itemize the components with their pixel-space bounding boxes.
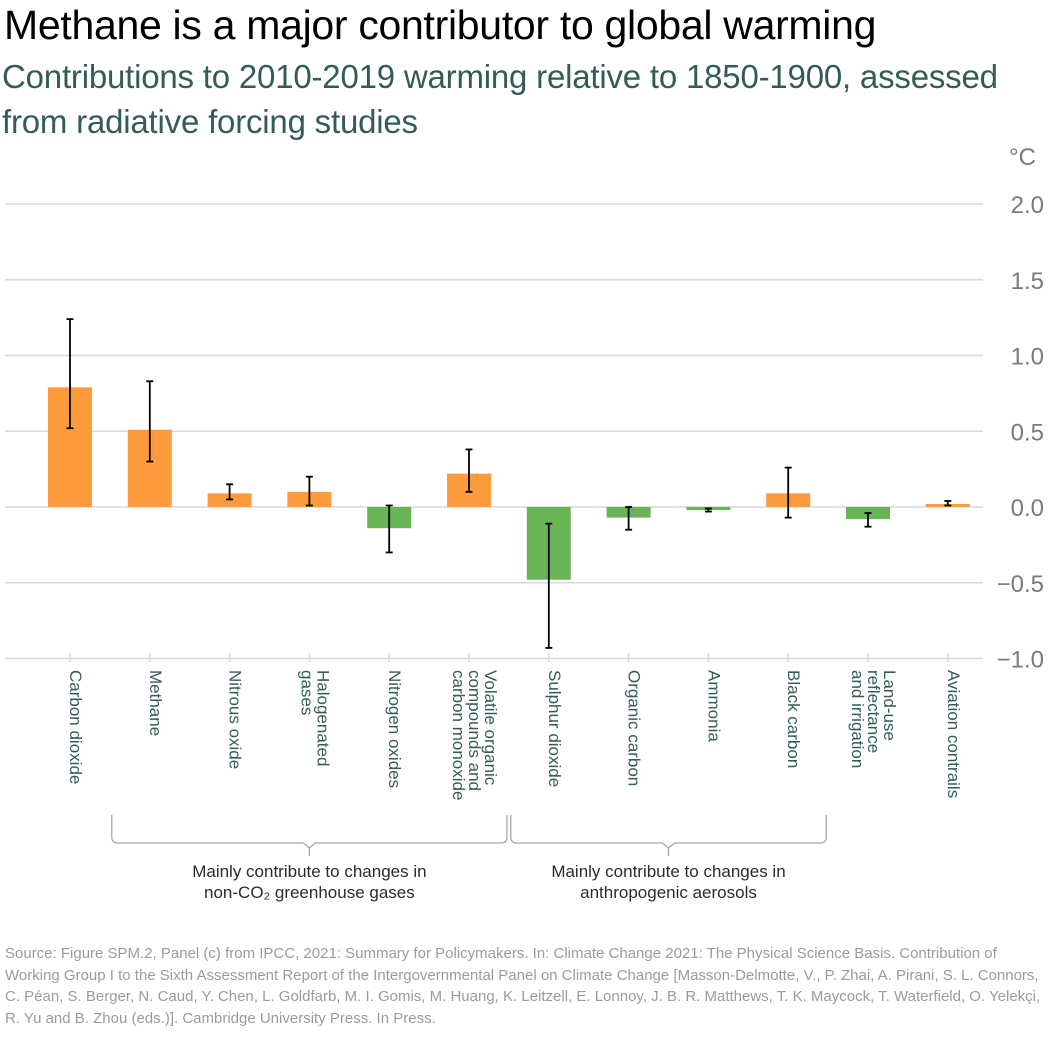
x-category-label-line: Halogenated — [313, 670, 332, 766]
y-tick-label: 0.0 — [1011, 495, 1044, 522]
group-label-line: anthropogenic aerosols — [580, 883, 757, 902]
y-tick-label: 0.5 — [1011, 419, 1044, 446]
x-category-label: Volatile organiccompounds andcarbon mono… — [449, 670, 500, 800]
x-category-label-line: reflectance — [864, 670, 883, 753]
x-category-label-line: carbon monoxide — [449, 670, 468, 800]
x-category-label-line: Volatile organic — [481, 670, 500, 786]
y-tick-label: 1.5 — [1011, 268, 1044, 295]
x-category-label-line: Carbon dioxide — [66, 670, 85, 784]
y-axis-unit-label: °C — [1009, 144, 1036, 171]
error-bar — [864, 512, 872, 528]
group-bracket — [510, 815, 827, 849]
x-category-label-line: and irrigation — [848, 670, 867, 768]
x-category-label: Halogenatedgases — [297, 670, 332, 766]
group-label-anthropogenic-aerosols: Mainly contribute to changes in anthropog… — [489, 861, 849, 903]
x-category-label-line: gases — [297, 670, 316, 715]
x-category-label: Nitrous oxide — [226, 670, 245, 769]
error-bar — [784, 466, 792, 519]
x-category-label: Aviation contrails — [944, 670, 963, 798]
x-category-label: Methane — [146, 670, 165, 736]
error-bar — [66, 318, 74, 430]
error-bar — [226, 483, 234, 501]
error-bar — [385, 504, 393, 554]
x-category-label: Ammonia — [704, 670, 723, 742]
error-bar — [146, 380, 154, 463]
x-category-label-line: compounds and — [465, 670, 484, 791]
x-category-label-line: Nitrous oxide — [226, 670, 245, 769]
x-category-label-line: Organic carbon — [625, 670, 644, 786]
x-category-label: Organic carbon — [625, 670, 644, 786]
error-bar — [545, 522, 553, 649]
source-citation: Source: Figure SPM.2, Panel (c) from IPC… — [5, 945, 1041, 1027]
chart-title: Methane is a major contributor to global… — [4, 2, 877, 48]
group-label-line: Mainly contribute to changes in — [551, 862, 786, 881]
x-category-label: Black carbon — [784, 670, 803, 768]
group-label-line: non-CO₂ greenhouse gases — [204, 883, 415, 902]
y-tick-label: 1.0 — [1011, 344, 1044, 371]
group-label-line: Mainly contribute to changes in — [192, 862, 427, 881]
x-category-label-line: Ammonia — [704, 670, 723, 742]
y-tick-label: 2.0 — [1011, 192, 1044, 219]
error-bar — [944, 500, 952, 507]
y-tick-label: −1.0 — [997, 647, 1044, 674]
x-category-label: Sulphur dioxide — [545, 670, 564, 787]
group-label-non-co2-greenhouse-gases: Mainly contribute to changes in non-CO₂ g… — [129, 861, 489, 903]
group-bracket — [111, 815, 508, 849]
chart-subtitle: Contributions to 2010-2019 warming relat… — [2, 58, 998, 140]
error-bar — [625, 506, 633, 531]
bar-chart: 2.0 1.5 1.0 0.5 0.0 −0.5 −1.0 Carbon dioxide Met… — [5, 192, 1044, 856]
x-category-label: Nitrogen oxides — [385, 670, 404, 788]
x-category-label-line: Aviation contrails — [944, 670, 963, 798]
x-category-label-line: Sulphur dioxide — [545, 670, 564, 787]
x-category-label-line: Nitrogen oxides — [385, 670, 404, 788]
x-category-label-line: Land-use — [880, 670, 899, 741]
x-category-label-line: Black carbon — [784, 670, 803, 768]
y-tick-label: −0.5 — [997, 571, 1044, 598]
x-category-label-line: Methane — [146, 670, 165, 736]
error-bar — [305, 475, 313, 507]
error-bar — [704, 507, 712, 513]
x-category-label: Carbon dioxide — [66, 670, 85, 784]
x-category-label: Land-usereflectanceand irrigation — [848, 670, 899, 768]
error-bar — [465, 448, 473, 493]
